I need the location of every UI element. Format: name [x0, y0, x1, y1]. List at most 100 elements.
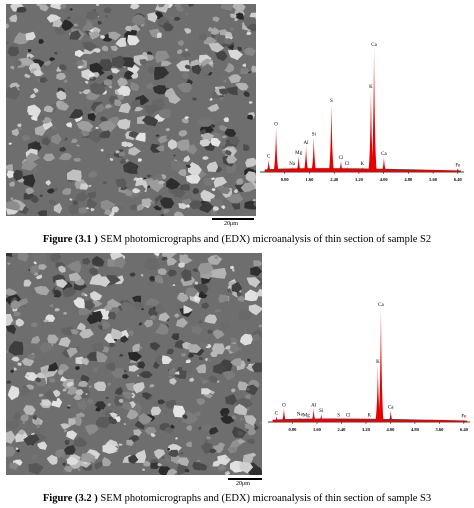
sem-grain	[209, 97, 213, 101]
edx-peak	[289, 167, 295, 172]
sem-grain	[122, 373, 130, 379]
sem-grain	[25, 152, 41, 164]
sem-grain	[79, 183, 89, 190]
sem-grain	[18, 253, 29, 262]
sem-grain	[173, 154, 176, 157]
sem-grain	[177, 168, 187, 177]
sem-grain	[199, 342, 208, 348]
sem-grain	[107, 403, 112, 407]
sem-grain	[166, 468, 178, 475]
sem-grain	[176, 464, 190, 475]
sem-grain	[72, 199, 79, 206]
x-tick-label: 5.60	[429, 177, 438, 182]
sem-grain	[107, 382, 111, 386]
sem-grain	[183, 305, 193, 314]
sem-grain	[129, 272, 136, 277]
sem-grain	[167, 269, 177, 277]
sem-grain	[78, 207, 88, 214]
sem-grain	[237, 430, 244, 437]
sem-grain	[116, 118, 130, 130]
sem-grain	[181, 269, 192, 282]
sem-grain	[226, 155, 238, 164]
sem-grain	[104, 304, 113, 312]
sem-grain	[23, 304, 27, 308]
sem-grain	[23, 279, 32, 287]
sem-grain	[81, 22, 95, 31]
sem-grain	[68, 418, 77, 427]
peak-label: C	[275, 411, 279, 416]
sem-micrograph-s3	[6, 253, 262, 475]
sem-grain	[255, 288, 262, 297]
sem-grain	[74, 49, 85, 58]
sem-grain	[122, 391, 134, 400]
sem-grain	[249, 467, 262, 475]
sem-grain	[248, 101, 253, 104]
scale-bar	[228, 478, 262, 480]
sem-grain	[224, 31, 233, 38]
edx-peak	[378, 308, 384, 422]
sem-grain	[64, 429, 67, 432]
edx-peak	[368, 90, 374, 172]
sem-grain	[212, 206, 219, 211]
sem-grain	[230, 13, 237, 19]
sem-grain	[221, 150, 226, 154]
sem-grain	[53, 187, 58, 192]
sem-grain	[128, 131, 139, 139]
sem-grain	[223, 38, 234, 45]
sem-grain	[66, 260, 82, 273]
sem-grain	[155, 303, 166, 314]
sem-grain	[128, 329, 135, 337]
figure-caption: Figure (3.2 ) SEM photomicrographs and (…	[0, 493, 474, 504]
sem-grain	[70, 138, 78, 143]
sem-grain	[48, 303, 54, 308]
sem-grain	[61, 19, 74, 31]
sem-grain	[238, 460, 254, 474]
sem-grain	[6, 325, 17, 335]
sem-grain	[166, 177, 181, 190]
sem-grain	[47, 362, 59, 372]
sem-grain	[90, 83, 107, 95]
peak-label: Al	[304, 141, 310, 146]
sem-grain	[75, 389, 84, 396]
sem-grain	[73, 437, 87, 447]
sem-grain	[198, 291, 208, 299]
sem-grain	[150, 462, 160, 469]
sem-grain	[95, 276, 111, 287]
sem-grain	[174, 371, 180, 375]
sem-grain	[162, 208, 171, 214]
sem-grain	[180, 353, 186, 357]
sem-grain	[237, 309, 253, 321]
sem-grain	[225, 456, 229, 460]
sem-grain	[114, 99, 122, 107]
sem-grain	[76, 322, 86, 331]
sem-grain	[127, 351, 142, 362]
sem-grain	[144, 104, 161, 116]
sem-grain	[251, 333, 261, 341]
sem-grain	[30, 335, 41, 344]
sem-grain	[25, 374, 30, 377]
sem-grain	[197, 262, 214, 274]
sem-grain	[247, 358, 251, 362]
sem-grain	[74, 23, 79, 27]
sem-grain	[78, 380, 89, 387]
sem-grain	[177, 39, 185, 47]
sem-grain	[115, 178, 128, 189]
sem-grain	[137, 374, 140, 377]
sem-grain	[208, 42, 225, 53]
sem-grain	[31, 115, 38, 121]
sem-grain	[224, 471, 231, 475]
sem-grain	[130, 82, 140, 92]
sem-grain	[158, 4, 166, 8]
sem-grain	[210, 268, 227, 279]
peak-label: Cl	[339, 156, 344, 161]
sem-grain	[230, 343, 240, 354]
x-tick-label: 6.40	[460, 427, 469, 432]
sem-grain	[237, 296, 245, 302]
sem-grain	[239, 417, 244, 422]
peak-label: Ca	[381, 152, 387, 157]
sem-grain	[174, 313, 180, 318]
sem-grain	[198, 320, 203, 324]
sem-grain	[98, 120, 117, 132]
scale-bar-label: 20μm	[224, 221, 238, 227]
sem-grain	[105, 396, 110, 400]
